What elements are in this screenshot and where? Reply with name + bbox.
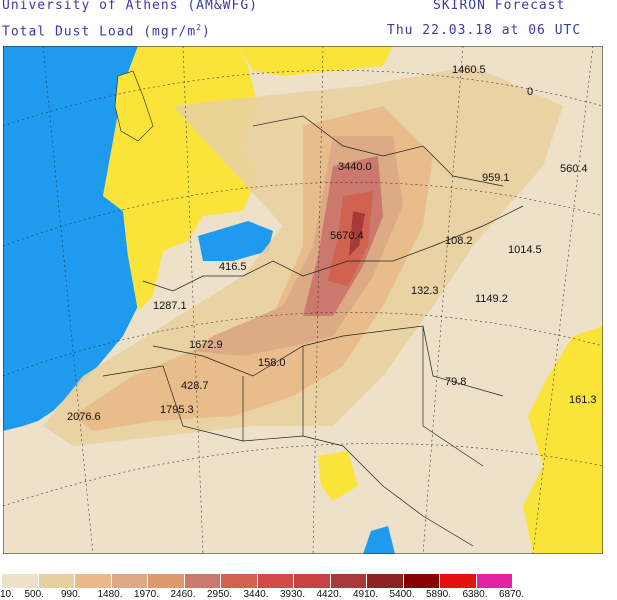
value-label: 108.2	[445, 235, 473, 247]
legend-tick-label: 6380.	[462, 589, 488, 600]
uk-island	[114, 70, 154, 142]
value-label: 132.3	[411, 285, 439, 297]
north-no-dust	[238, 46, 393, 76]
legend-ticks: 10. 500. 990. 1480. 1970. 2460. 2950. 3440. 3930…	[0, 589, 617, 600]
graticule	[3, 46, 603, 554]
legend-swatch	[38, 574, 74, 588]
value-label: 3440.0	[338, 161, 372, 173]
legend-tick-label: 3440.	[243, 589, 269, 600]
southeast-no-dust	[523, 326, 603, 554]
variable-title: Total Dust Load (mgr/m2)	[2, 23, 211, 39]
atlantic-ocean	[3, 46, 143, 431]
value-label: 959.1	[482, 172, 510, 184]
mediterranean-west	[198, 221, 273, 261]
value-label: 5670.4	[330, 230, 364, 242]
legend-tick-label: 5890.	[426, 589, 452, 600]
legend-tick-label: 5400.	[389, 589, 415, 600]
value-label: 1795.3	[160, 404, 194, 416]
institution-title: University of Athens (AM&WFG)	[2, 0, 258, 13]
legend-swatch	[184, 574, 220, 588]
legend-tick-label: 6870.	[499, 589, 525, 600]
legend-swatch	[330, 574, 366, 588]
legend-swatch	[440, 574, 476, 588]
value-label: 1149.2	[475, 293, 508, 305]
legend-tick-label: 1970.	[134, 589, 160, 600]
dust-load-map: 1460.5 0 3440.0 959.1 560.4 5670.4 108.2 1014.5…	[3, 46, 603, 554]
variable-close: )	[202, 24, 211, 40]
legend-tick-label: 990.	[61, 589, 81, 600]
legend-swatch	[476, 574, 512, 588]
legend-tick-label: 4910.	[353, 589, 379, 600]
value-label: 1014.5	[508, 244, 542, 256]
color-legend	[2, 574, 513, 588]
legend-swatch	[111, 574, 147, 588]
value-label: 79.8	[445, 376, 466, 388]
legend-swatch	[2, 574, 38, 588]
valid-time: Thu 22.03.18 at 06 UTC	[387, 23, 582, 38]
legend-tick-label: 10.	[0, 589, 14, 600]
value-label: 2076.6	[67, 411, 101, 423]
value-label: 1287.1	[153, 300, 187, 312]
legend-swatch	[367, 574, 403, 588]
legend-swatch	[75, 574, 111, 588]
legend-swatch	[148, 574, 184, 588]
value-label: 416.5	[219, 261, 247, 273]
value-label: 161.3	[569, 394, 597, 406]
legend-tick-label: 4420.	[316, 589, 342, 600]
value-label: 0	[527, 86, 533, 98]
legend-tick-label: 2950.	[207, 589, 233, 600]
legend-tick-label: 3930.	[280, 589, 306, 600]
legend-swatch	[221, 574, 257, 588]
gulf-guinea	[363, 526, 395, 554]
value-label: 428.7	[181, 380, 209, 392]
country-borders	[102, 115, 524, 547]
value-label: 560.4	[560, 163, 588, 175]
legend-swatch	[294, 574, 330, 588]
product-title: SKIRON Forecast	[433, 0, 566, 13]
legend-swatch	[257, 574, 293, 588]
legend-tick-label: 500.	[24, 589, 44, 600]
legend-tick-label: 1480.	[97, 589, 123, 600]
value-labels: 1460.5 0 3440.0 959.1 560.4 5670.4 108.2 1014.5…	[67, 64, 597, 423]
value-label: 1672.9	[189, 339, 223, 351]
value-label: 1460.5	[452, 64, 486, 76]
dust-plume	[43, 66, 563, 446]
central-africa-no-dust	[318, 451, 358, 501]
variable-text: Total Dust Load (mgr/m	[2, 24, 197, 40]
value-label: 158.0	[258, 357, 286, 369]
variable-superscript: 2	[196, 23, 203, 32]
legend-tick-label: 2460.	[170, 589, 196, 600]
legend-swatch	[403, 574, 439, 588]
